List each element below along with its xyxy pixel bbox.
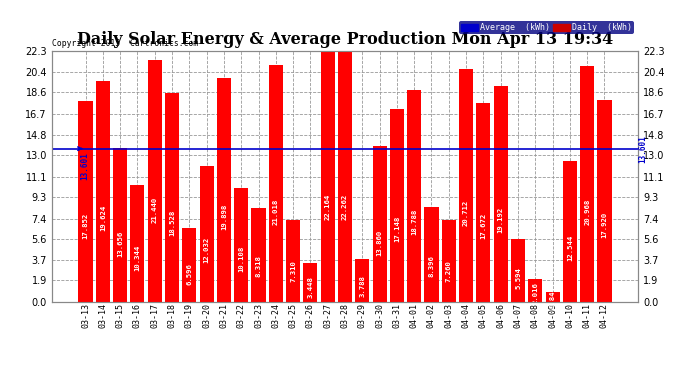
Text: 3.448: 3.448 bbox=[308, 276, 313, 298]
Bar bbox=[234, 188, 248, 302]
Text: 8.318: 8.318 bbox=[255, 255, 262, 277]
Text: 8.396: 8.396 bbox=[428, 255, 435, 277]
Bar bbox=[79, 101, 92, 302]
Bar bbox=[580, 66, 594, 302]
Text: 20.968: 20.968 bbox=[584, 199, 590, 225]
Bar bbox=[459, 69, 473, 302]
Bar bbox=[563, 160, 577, 302]
Bar bbox=[96, 81, 110, 302]
Text: 5.594: 5.594 bbox=[515, 267, 521, 289]
Text: 19.624: 19.624 bbox=[100, 205, 106, 231]
Text: 18.788: 18.788 bbox=[411, 208, 417, 234]
Bar bbox=[390, 109, 404, 302]
Bar bbox=[355, 259, 369, 302]
Bar bbox=[407, 90, 422, 302]
Bar bbox=[511, 239, 525, 302]
Bar bbox=[424, 207, 439, 302]
Text: 20.712: 20.712 bbox=[463, 200, 469, 226]
Text: 6.596: 6.596 bbox=[186, 263, 193, 285]
Text: 19.192: 19.192 bbox=[497, 207, 504, 233]
Bar bbox=[321, 52, 335, 302]
Bar bbox=[113, 148, 127, 302]
Text: 21.018: 21.018 bbox=[273, 199, 279, 225]
Text: 13.656: 13.656 bbox=[117, 230, 123, 256]
Bar bbox=[148, 60, 161, 302]
Text: 0.844: 0.844 bbox=[550, 286, 555, 308]
Text: 7.260: 7.260 bbox=[446, 260, 452, 282]
Text: 12.032: 12.032 bbox=[204, 237, 210, 264]
Bar bbox=[130, 185, 144, 302]
Legend: Average  (kWh), Daily  (kWh): Average (kWh), Daily (kWh) bbox=[459, 21, 634, 34]
Text: 10.108: 10.108 bbox=[238, 246, 244, 272]
Text: 22.262: 22.262 bbox=[342, 194, 348, 220]
Bar bbox=[251, 208, 266, 302]
Text: 22.164: 22.164 bbox=[325, 194, 331, 220]
Bar bbox=[338, 51, 352, 302]
Text: 12.544: 12.544 bbox=[567, 235, 573, 261]
Bar bbox=[268, 65, 283, 302]
Text: 2.016: 2.016 bbox=[532, 282, 538, 304]
Title: Daily Solar Energy & Average Production Mon Apr 13 19:34: Daily Solar Energy & Average Production … bbox=[77, 31, 613, 48]
Bar bbox=[529, 279, 542, 302]
Text: 3.788: 3.788 bbox=[359, 275, 365, 297]
Text: 17.852: 17.852 bbox=[83, 212, 88, 238]
Bar bbox=[304, 263, 317, 302]
Bar bbox=[182, 228, 197, 302]
Bar bbox=[442, 220, 456, 302]
Bar bbox=[546, 292, 560, 302]
Text: 17.920: 17.920 bbox=[602, 212, 607, 238]
Text: 13.860: 13.860 bbox=[377, 230, 382, 256]
Text: 13.601: 13.601 bbox=[638, 135, 647, 162]
Text: Copyright 2015  Cartronics.com: Copyright 2015 Cartronics.com bbox=[52, 39, 198, 48]
Text: 13.601: 13.601 bbox=[81, 152, 90, 180]
Bar bbox=[286, 219, 300, 302]
Text: 19.898: 19.898 bbox=[221, 204, 227, 230]
Bar bbox=[373, 146, 386, 302]
Bar bbox=[476, 103, 491, 302]
Text: 7.310: 7.310 bbox=[290, 260, 296, 282]
Text: 18.528: 18.528 bbox=[169, 209, 175, 236]
Bar bbox=[199, 166, 214, 302]
Bar bbox=[598, 100, 611, 302]
Bar bbox=[165, 93, 179, 302]
Bar bbox=[217, 78, 231, 302]
Text: 21.440: 21.440 bbox=[152, 197, 158, 223]
Bar bbox=[493, 86, 508, 302]
Text: 10.344: 10.344 bbox=[135, 244, 140, 271]
Text: 17.672: 17.672 bbox=[480, 213, 486, 239]
Text: 17.148: 17.148 bbox=[394, 215, 400, 242]
